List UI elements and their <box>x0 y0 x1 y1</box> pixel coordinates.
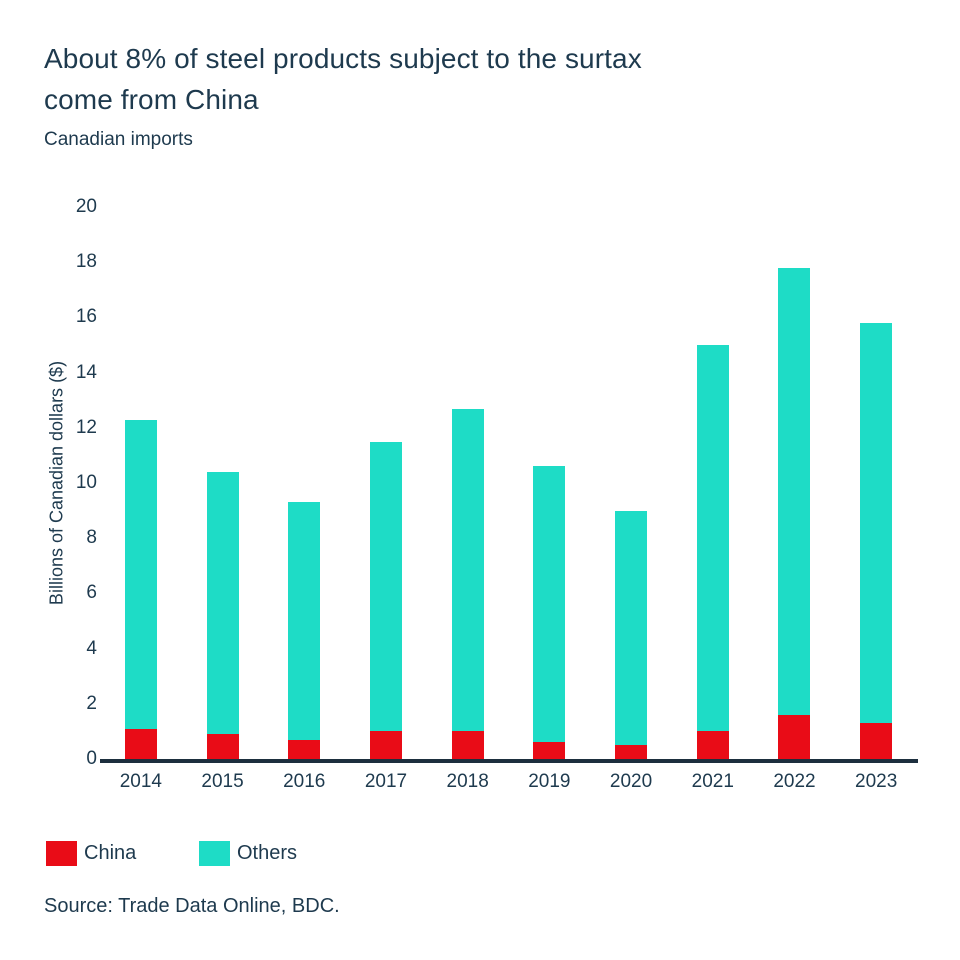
bar-slot-2017 <box>345 207 427 759</box>
y-tick-label: 20 <box>75 196 97 217</box>
stacked-bar-2014 <box>124 419 157 759</box>
bar-slot-2020 <box>590 207 672 759</box>
bar-slot-2015 <box>182 207 264 759</box>
bar-segment-others <box>288 502 321 740</box>
x-axis-labels: 2014 2015 2016 2017 2018 2019 2020 2021 2022 2023 <box>100 771 917 793</box>
bar-slot-2014 <box>100 207 182 759</box>
y-axis-tick-labels: 0 2 4 6 8 10 12 14 16 18 20 <box>0 0 97 960</box>
bar-segment-others <box>124 419 157 729</box>
y-tick-label: 16 <box>75 306 97 328</box>
y-tick-label: 10 <box>75 472 97 493</box>
chart-subtitle: Canadian imports <box>44 129 193 150</box>
chart-title: About 8% of steel products subject to th… <box>44 38 864 120</box>
bar-segment-others <box>615 510 648 746</box>
bar-segment-others <box>696 345 729 732</box>
bar-slot-2016 <box>263 207 345 759</box>
stacked-bar-2016 <box>288 502 321 759</box>
stacked-bar-2022 <box>778 267 811 759</box>
bar-segment-others <box>451 408 484 732</box>
y-tick-label: 18 <box>75 251 97 273</box>
bar-segment-others <box>369 441 402 732</box>
bar-segment-china <box>533 742 566 759</box>
source-note: Source: Trade Data Online, BDC. <box>44 895 340 917</box>
legend-label-china: China <box>84 842 137 864</box>
stacked-bar-2020 <box>615 510 648 759</box>
chart-title-line-1: About 8% of steel products subject to th… <box>44 43 642 74</box>
x-tick-label: 2014 <box>119 771 162 792</box>
x-axis-line <box>100 759 918 763</box>
x-tick-label: 2020 <box>609 771 653 792</box>
bar-segment-china <box>288 739 321 759</box>
bar-segment-others <box>860 322 893 724</box>
legend-label-others: Others <box>237 842 298 864</box>
bar-segment-china <box>778 714 811 759</box>
bar-segment-others <box>206 471 239 735</box>
bar-segment-china <box>124 728 157 759</box>
y-tick-label: 12 <box>75 416 97 438</box>
stacked-bar-2023 <box>860 322 893 759</box>
x-tick-label: 2019 <box>528 771 571 792</box>
y-tick-label: 2 <box>86 692 97 714</box>
x-tick-label: 2018 <box>446 771 489 792</box>
legend-swatch <box>199 841 230 866</box>
stacked-bar-2015 <box>206 471 239 759</box>
chart-title-line-2: come from China <box>44 84 259 115</box>
bar-segment-china <box>369 731 402 759</box>
bar-segment-china <box>860 723 893 759</box>
bar-segment-others <box>533 466 566 743</box>
legend-item-others: Others <box>199 841 297 866</box>
x-tick-label: 2022 <box>773 771 816 792</box>
bar-slot-2019 <box>509 207 591 759</box>
x-tick-label: 2021 <box>691 771 734 792</box>
x-tick-label: 2015 <box>201 771 244 792</box>
y-tick-label: 6 <box>86 582 97 604</box>
stacked-bar-2021 <box>696 345 729 759</box>
x-tick-label: 2023 <box>855 771 898 792</box>
bar-segment-china <box>696 731 729 759</box>
bar-segment-china <box>615 745 648 759</box>
stacked-bar-2019 <box>533 466 566 759</box>
x-tick-label: 2016 <box>283 771 326 792</box>
bar-slot-2023 <box>835 207 917 759</box>
bar-slot-2021 <box>672 207 754 759</box>
bar-slot-2022 <box>754 207 836 759</box>
bar-segment-china <box>451 731 484 759</box>
y-tick-label: 4 <box>86 637 97 659</box>
y-tick-label: 0 <box>86 748 97 769</box>
x-tick-label: 2017 <box>364 771 408 792</box>
bar-slot-2018 <box>427 207 509 759</box>
y-tick-label: 8 <box>86 527 97 549</box>
bar-segment-china <box>206 734 239 759</box>
stacked-bar-2018 <box>451 408 484 759</box>
bar-segment-others <box>778 267 811 715</box>
legend-swatch <box>46 841 77 866</box>
legend-item-china: China <box>46 841 136 866</box>
plot-area <box>100 207 917 759</box>
stacked-bar-2017 <box>369 441 402 759</box>
y-tick-label: 14 <box>75 361 97 383</box>
